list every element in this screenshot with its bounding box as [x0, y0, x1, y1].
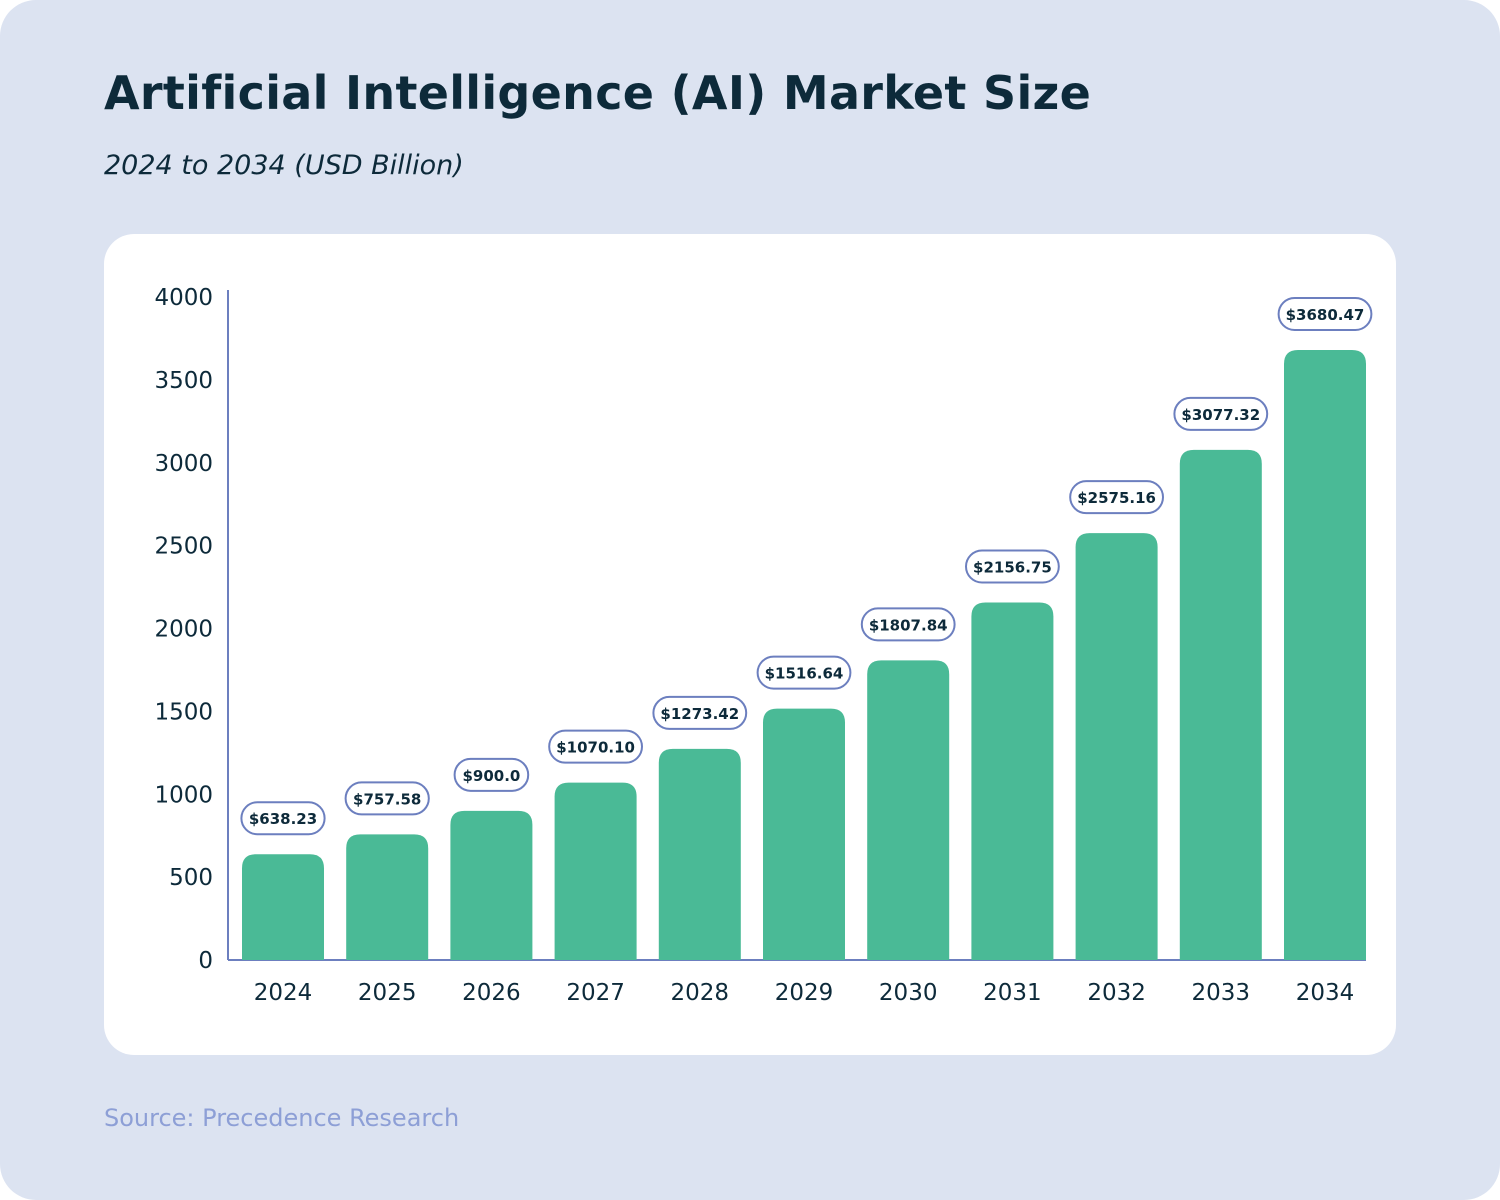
x-tick-label: 2025	[358, 980, 417, 1006]
y-tick-label: 3500	[154, 368, 213, 394]
chart-subtitle: 2024 to 2034 (USD Billion)	[104, 150, 464, 181]
bar	[971, 602, 1054, 960]
bar	[450, 810, 533, 960]
x-tick-label: 2032	[1087, 980, 1146, 1006]
data-label-pill	[860, 607, 956, 642]
bar	[763, 708, 845, 960]
bar	[554, 782, 637, 960]
y-tick-label: 2500	[154, 534, 213, 560]
bar	[242, 854, 324, 960]
data-label-pill	[240, 801, 326, 836]
data-label: $1516.64	[765, 665, 844, 683]
data-label: $638.23	[249, 810, 317, 828]
bar	[867, 660, 950, 960]
data-label: $2156.75	[973, 559, 1052, 577]
data-label: $1273.42	[660, 705, 739, 723]
y-tick-label: 0	[198, 948, 213, 974]
y-tick-label: 500	[169, 865, 213, 891]
data-label: $757.58	[353, 790, 421, 808]
x-tick-label: 2026	[462, 980, 521, 1006]
data-label-pill	[756, 655, 852, 690]
data-label: $1070.10	[556, 739, 635, 757]
data-label: $900.0	[462, 767, 520, 785]
bar	[1179, 449, 1262, 960]
y-tick-label: 1500	[154, 699, 213, 725]
x-tick-label: 2028	[671, 980, 730, 1006]
data-label-pill	[1173, 396, 1269, 431]
x-tick-label: 2034	[1296, 980, 1355, 1006]
data-label-pill	[652, 695, 748, 730]
bar	[1284, 349, 1366, 960]
x-tick-label: 2031	[983, 980, 1042, 1006]
bar	[1075, 533, 1158, 960]
y-tick-label: 4000	[154, 285, 213, 311]
y-tick-label: 1000	[154, 782, 213, 808]
data-label: $1807.84	[869, 616, 948, 634]
chart-title: Artificial Intelligence (AI) Market Size	[104, 66, 1092, 120]
x-tick-label: 2033	[1192, 980, 1251, 1006]
bar	[658, 748, 741, 960]
data-label: $2575.16	[1077, 489, 1156, 507]
data-label-pill	[344, 781, 430, 816]
x-tick-label: 2029	[775, 980, 834, 1006]
x-tick-label: 2027	[566, 980, 625, 1006]
x-tick-label: 2024	[254, 980, 313, 1006]
data-label-pill	[965, 549, 1060, 584]
y-tick-label: 3000	[154, 451, 213, 477]
data-label: $3077.32	[1181, 406, 1260, 424]
data-label-pill	[453, 757, 530, 792]
x-tick-label: 2030	[879, 980, 938, 1006]
y-tick-label: 2000	[154, 617, 213, 643]
source-note: Source: Precedence Research	[104, 1104, 460, 1132]
data-label-pill	[548, 729, 644, 764]
bar	[346, 834, 429, 960]
data-label-pill	[1277, 296, 1373, 331]
data-label: $3680.47	[1286, 306, 1365, 324]
data-label-pill	[1069, 480, 1164, 515]
